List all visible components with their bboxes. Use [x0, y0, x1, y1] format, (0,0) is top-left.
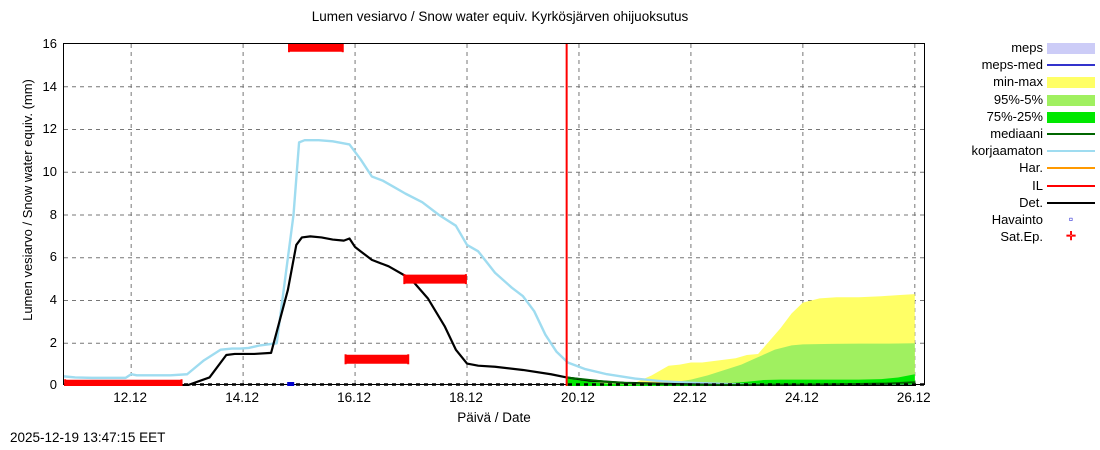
legend-label: Sat.Ep. [1000, 229, 1043, 245]
legend-swatch-line [1047, 160, 1095, 175]
legend-item-95--5-: 95%-5% [945, 92, 1095, 109]
x-tick-label: 14.12 [225, 390, 260, 405]
legend-color-line [1047, 64, 1095, 67]
legend-item-havainto: Havainto ▫ [945, 212, 1095, 229]
band-75--25- [566, 374, 915, 386]
chart-canvas [64, 44, 926, 386]
chart-legend: meps meps-med min-max 95%-5% 75%-25% mediaani… [945, 40, 1095, 246]
band-95--5- [566, 343, 915, 386]
legend-swatch-box [1047, 40, 1095, 55]
legend-color-box [1047, 111, 1095, 123]
legend-item-75--25-: 75%-25% [945, 109, 1095, 126]
legend-color-box [1047, 77, 1095, 89]
x-axis-label: Päivä / Date [457, 410, 531, 425]
legend-label: Det. [1019, 194, 1043, 210]
y-axis-ticks: 16 14 12 10 8 6 4 2 0 [0, 0, 57, 450]
x-tick-label: 26.12 [896, 390, 931, 405]
y-tick-label: 8 [49, 207, 57, 222]
legend-label: 95%-5% [993, 91, 1043, 107]
legend-color-box [1047, 43, 1095, 54]
legend-swatch-box [1047, 92, 1095, 107]
legend-swatch-marker: ✛ [1047, 229, 1095, 244]
y-tick-label: 2 [49, 335, 57, 350]
legend-color-line [1047, 150, 1095, 153]
legend-swatch-line [1047, 178, 1095, 193]
legend-color-line [1047, 201, 1095, 204]
series-line-det- [64, 235, 916, 386]
y-tick-label: 0 [49, 377, 57, 392]
y-tick-label: 12 [42, 121, 57, 136]
legend-label: meps [1011, 40, 1043, 55]
legend-swatch-line [1047, 57, 1095, 72]
x-tick-label: 22.12 [673, 390, 707, 405]
legend-swatch-line [1047, 195, 1095, 210]
series-line-korjaamaton [64, 138, 917, 386]
legend-swatch-line [1047, 143, 1095, 158]
legend-item-har-: Har. [945, 160, 1095, 177]
legend-item-il: IL [945, 178, 1095, 195]
legend-swatch-marker: ▫ [1047, 212, 1095, 227]
legend-label: mediaani [990, 125, 1043, 141]
legend-swatch-box [1047, 74, 1095, 89]
legend-color-line [1047, 167, 1095, 170]
timestamp: 2025-12-19 13:47:15 EET [10, 430, 166, 445]
legend-label: 75%-25% [986, 108, 1043, 124]
y-tick-label: 16 [42, 36, 57, 51]
x-tick-label: 12.12 [113, 390, 148, 405]
x-tick-label: 18.12 [449, 390, 483, 405]
y-tick-label: 10 [42, 164, 57, 179]
x-tick-label: 20.12 [561, 390, 595, 405]
legend-label: IL [1032, 177, 1043, 193]
chart-title: Lumen vesiarvo / Snow water equiv. Kyrkö… [311, 9, 689, 24]
y-tick-label: 6 [49, 249, 57, 264]
legend-marker-glyph: ▫ [1068, 211, 1074, 226]
legend-item-meps: meps [945, 40, 1095, 57]
legend-label: Har. [1019, 160, 1043, 176]
y-tick-label: 4 [49, 292, 57, 307]
legend-color-line [1047, 184, 1095, 187]
legend-label: korjaamaton [971, 143, 1043, 159]
legend-marker-glyph: ✛ [1065, 229, 1077, 244]
legend-swatch-box [1047, 109, 1095, 124]
legend-label: Havainto [991, 211, 1043, 227]
legend-item-min-max: min-max [945, 74, 1095, 91]
legend-item-det-: Det. [945, 195, 1095, 212]
y-tick-label: 14 [42, 79, 57, 94]
legend-label: min-max [993, 74, 1043, 90]
legend-label: meps-med [981, 57, 1043, 73]
legend-item-sat-ep-: Sat.Ep. ✛ [945, 229, 1095, 246]
x-tick-label: 16.12 [337, 390, 371, 405]
legend-item-mediaani: mediaani [945, 126, 1095, 143]
plot-area [63, 43, 926, 386]
legend-item-meps-med: meps-med [945, 57, 1095, 74]
legend-swatch-line [1047, 126, 1095, 141]
observation-marker[interactable] [287, 382, 295, 387]
legend-color-box [1047, 94, 1095, 106]
x-tick-label: 24.12 [784, 390, 819, 405]
legend-item-korjaamaton: korjaamaton [945, 143, 1095, 160]
legend-color-line [1047, 132, 1095, 135]
